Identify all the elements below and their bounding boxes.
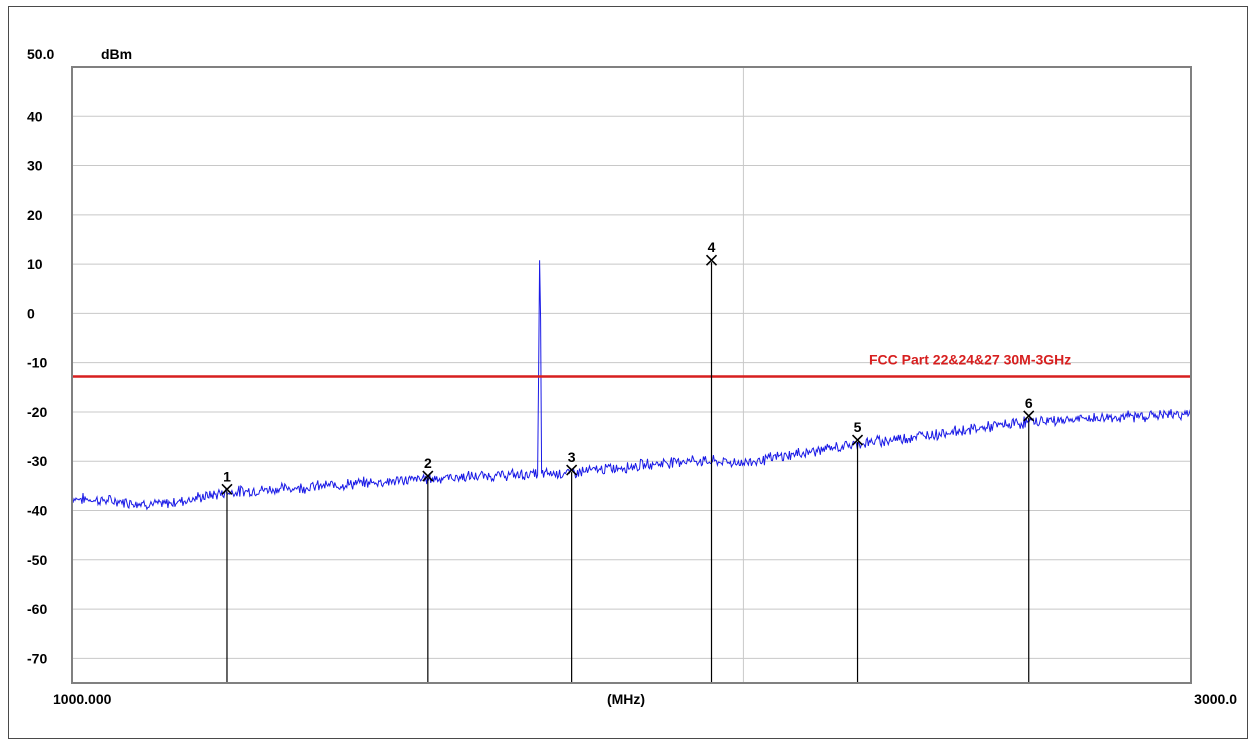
y-tick-label: -40 xyxy=(27,503,47,519)
plot-area-border xyxy=(71,66,1192,684)
marker-label: 4 xyxy=(708,239,716,255)
spectrum-trace-line xyxy=(71,260,1192,511)
y-tick-label: -50 xyxy=(27,552,47,568)
marker-label: 5 xyxy=(854,419,862,435)
y-tick-label: 30 xyxy=(27,158,43,174)
marker-x-symbol xyxy=(221,483,233,495)
y-tick-label: -10 xyxy=(27,355,47,371)
y-tick-label: 20 xyxy=(27,207,43,223)
y-tick-label: 0 xyxy=(27,305,35,321)
marker-label: 2 xyxy=(424,455,432,471)
marker-x-symbol xyxy=(1023,410,1035,422)
y-top-label: 50.0 xyxy=(27,46,54,62)
marker-x-symbol xyxy=(422,470,434,482)
x-end-label: 3000.0 xyxy=(1194,691,1237,707)
spectrum-chart: 50.0 dBm 1000.000 (MHz) 3000.0 FCC Part … xyxy=(27,46,1237,707)
y-tick-label: 40 xyxy=(27,108,43,124)
marker-x-symbol xyxy=(705,254,718,266)
marker-label: 3 xyxy=(568,449,576,465)
y-tick-label: -70 xyxy=(27,650,47,666)
y-tick-label: -60 xyxy=(27,601,47,617)
limit-line-label: FCC Part 22&24&27 30M-3GHz xyxy=(869,351,1071,367)
y-unit-label: dBm xyxy=(101,46,132,62)
y-tick-label: -20 xyxy=(27,404,47,420)
marker-x-symbol xyxy=(851,434,864,446)
x-unit-label: (MHz) xyxy=(607,691,645,707)
marker-label: 6 xyxy=(1025,395,1033,411)
y-tick-label: 10 xyxy=(27,256,43,272)
spectrum-plot-frame: 50.0 dBm 1000.000 (MHz) 3000.0 FCC Part … xyxy=(8,6,1248,739)
y-tick-label: -30 xyxy=(27,453,47,469)
marker-label: 1 xyxy=(223,468,231,484)
marker-x-symbol xyxy=(566,464,578,476)
x-start-label: 1000.000 xyxy=(53,691,112,707)
